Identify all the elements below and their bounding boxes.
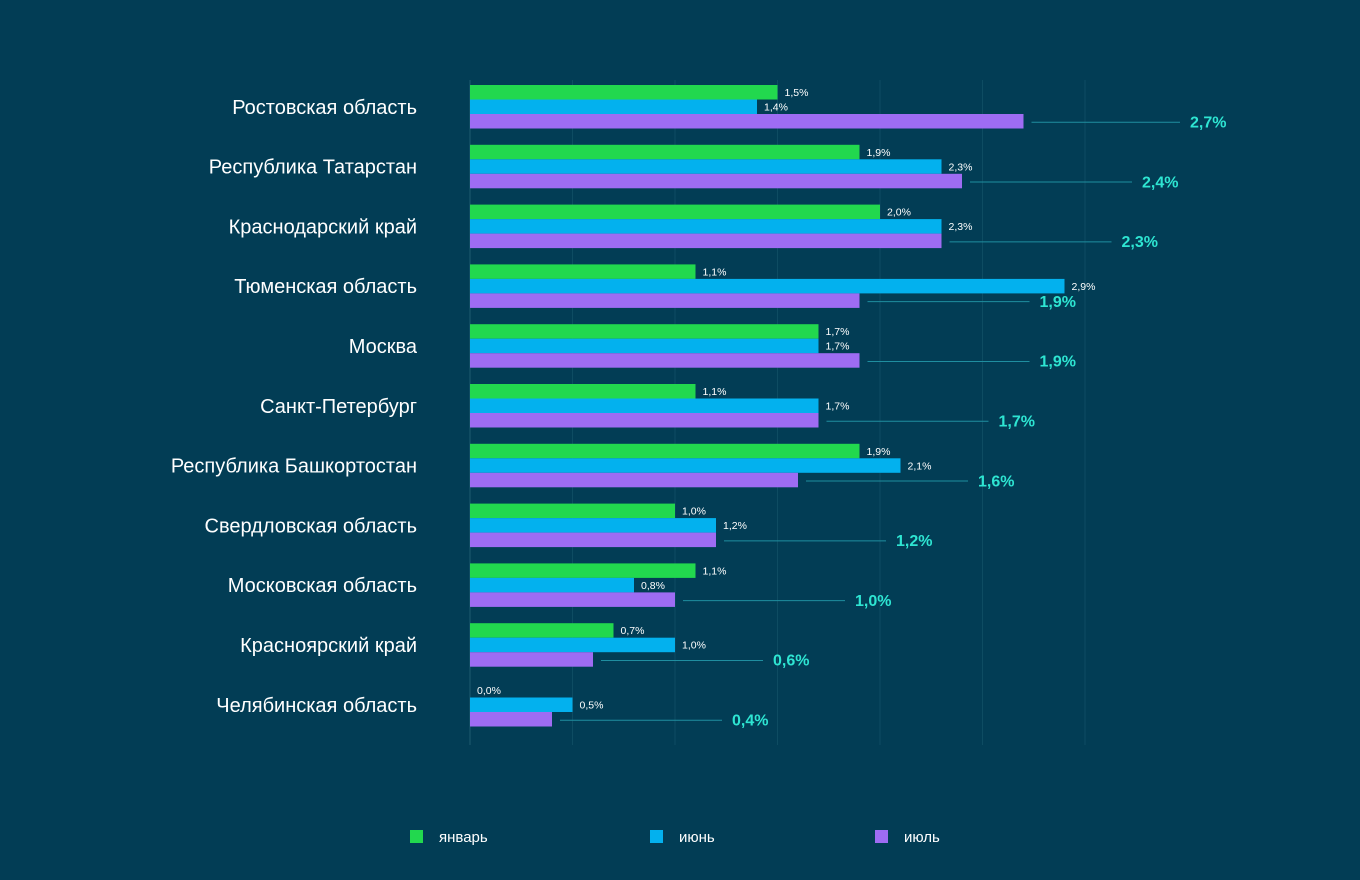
legend-swatch [875,830,888,843]
data-label: 0,8% [641,580,665,592]
data-label: 1,5% [785,87,809,99]
bar-июнь [470,278,1065,294]
data-label: 1,7% [826,341,850,353]
bar-июнь [470,458,901,473]
data-label: 0,5% [580,700,604,712]
data-label: 2,9% [1072,281,1096,293]
bar-январь [470,623,614,638]
bar-июнь [470,637,675,653]
category-label: Санкт-Петербург [260,396,417,418]
legend: январь июнь июль [410,829,940,846]
category-label: Краснодарский край [229,216,417,238]
bar-июнь [470,338,819,354]
data-label: 2,0% [887,207,911,219]
data-label: 1,0% [682,506,706,518]
category-label: Тюменская область [234,276,417,298]
bar-июль [470,532,716,548]
bar-январь [470,324,819,339]
legend-swatch [410,830,423,843]
data-label-highlight: 2,3% [1122,234,1158,251]
data-label: 2,3% [949,221,973,233]
legend-label: январь [439,829,488,846]
bar-январь [470,144,860,160]
bars: 1,5% 1,4% 2,7% 1,9% 2,3% 2,4% 2,0% 2,3% 2,3% 1,1%… [470,85,1226,729]
data-label-highlight: 1,9% [1040,354,1076,371]
data-label: 1,0% [682,640,706,652]
data-label-highlight: 2,4% [1142,174,1178,191]
category-label: Челябинская область [216,695,417,717]
data-label: 1,1% [703,266,727,278]
bar-июль [470,592,675,607]
data-label: 1,9% [867,446,891,458]
bar-июль [470,114,1024,129]
data-label: 1,4% [764,102,788,114]
category-label: Республика Татарстан [209,157,417,179]
bar-июнь [470,398,819,413]
data-label: 1,1% [703,386,727,398]
bar-июль [470,712,552,727]
data-label-highlight: 1,7% [999,413,1035,430]
bar-июль [470,173,962,189]
bar-январь [470,384,696,399]
bar-январь [470,563,696,578]
data-label: 0,7% [621,625,645,637]
bar-июнь [470,219,942,234]
bar-июль [470,353,860,368]
bar-июль [470,472,798,488]
legend-swatch [650,830,663,843]
bar-июнь [470,577,634,593]
legend-label: июль [904,829,940,846]
bar-июнь [470,697,573,712]
data-label-highlight: 2,7% [1190,114,1226,131]
bar-июль [470,413,819,428]
data-label: 2,3% [949,161,973,173]
bar-июнь [470,99,757,114]
data-label-highlight: 1,2% [896,533,932,550]
bar-июль [470,293,860,308]
bar-январь [470,503,675,519]
data-label: 0,0% [477,685,501,697]
bar-январь [470,85,778,100]
data-label: 1,7% [826,326,850,338]
bar-январь [470,443,860,459]
category-label: Ростовская область [232,97,417,119]
category-label: Красноярский край [240,635,417,657]
data-label: 1,9% [867,147,891,159]
data-label: 1,1% [703,565,727,577]
bar-июнь [470,518,716,533]
data-label: 1,7% [826,401,850,413]
data-label: 2,1% [908,460,932,472]
bar-январь [470,204,880,220]
category-label: Москва [349,336,418,358]
data-label-highlight: 1,9% [1040,294,1076,311]
bar-июль [470,233,942,249]
data-label-highlight: 0,4% [732,712,768,729]
bar-июнь [470,159,942,174]
category-labels: Ростовская область Республика Татарстан Кр… [171,97,418,717]
bar-июль [470,652,593,667]
category-label: Республика Башкортостан [171,456,417,478]
data-label: 1,2% [723,520,747,532]
category-label: Свердловская область [205,515,417,537]
bar-январь [470,264,696,279]
data-label-highlight: 1,6% [978,473,1014,490]
category-label: Московская область [228,575,417,597]
legend-label: июнь [679,829,715,846]
data-label-highlight: 1,0% [855,593,891,610]
data-label-highlight: 0,6% [773,653,809,670]
